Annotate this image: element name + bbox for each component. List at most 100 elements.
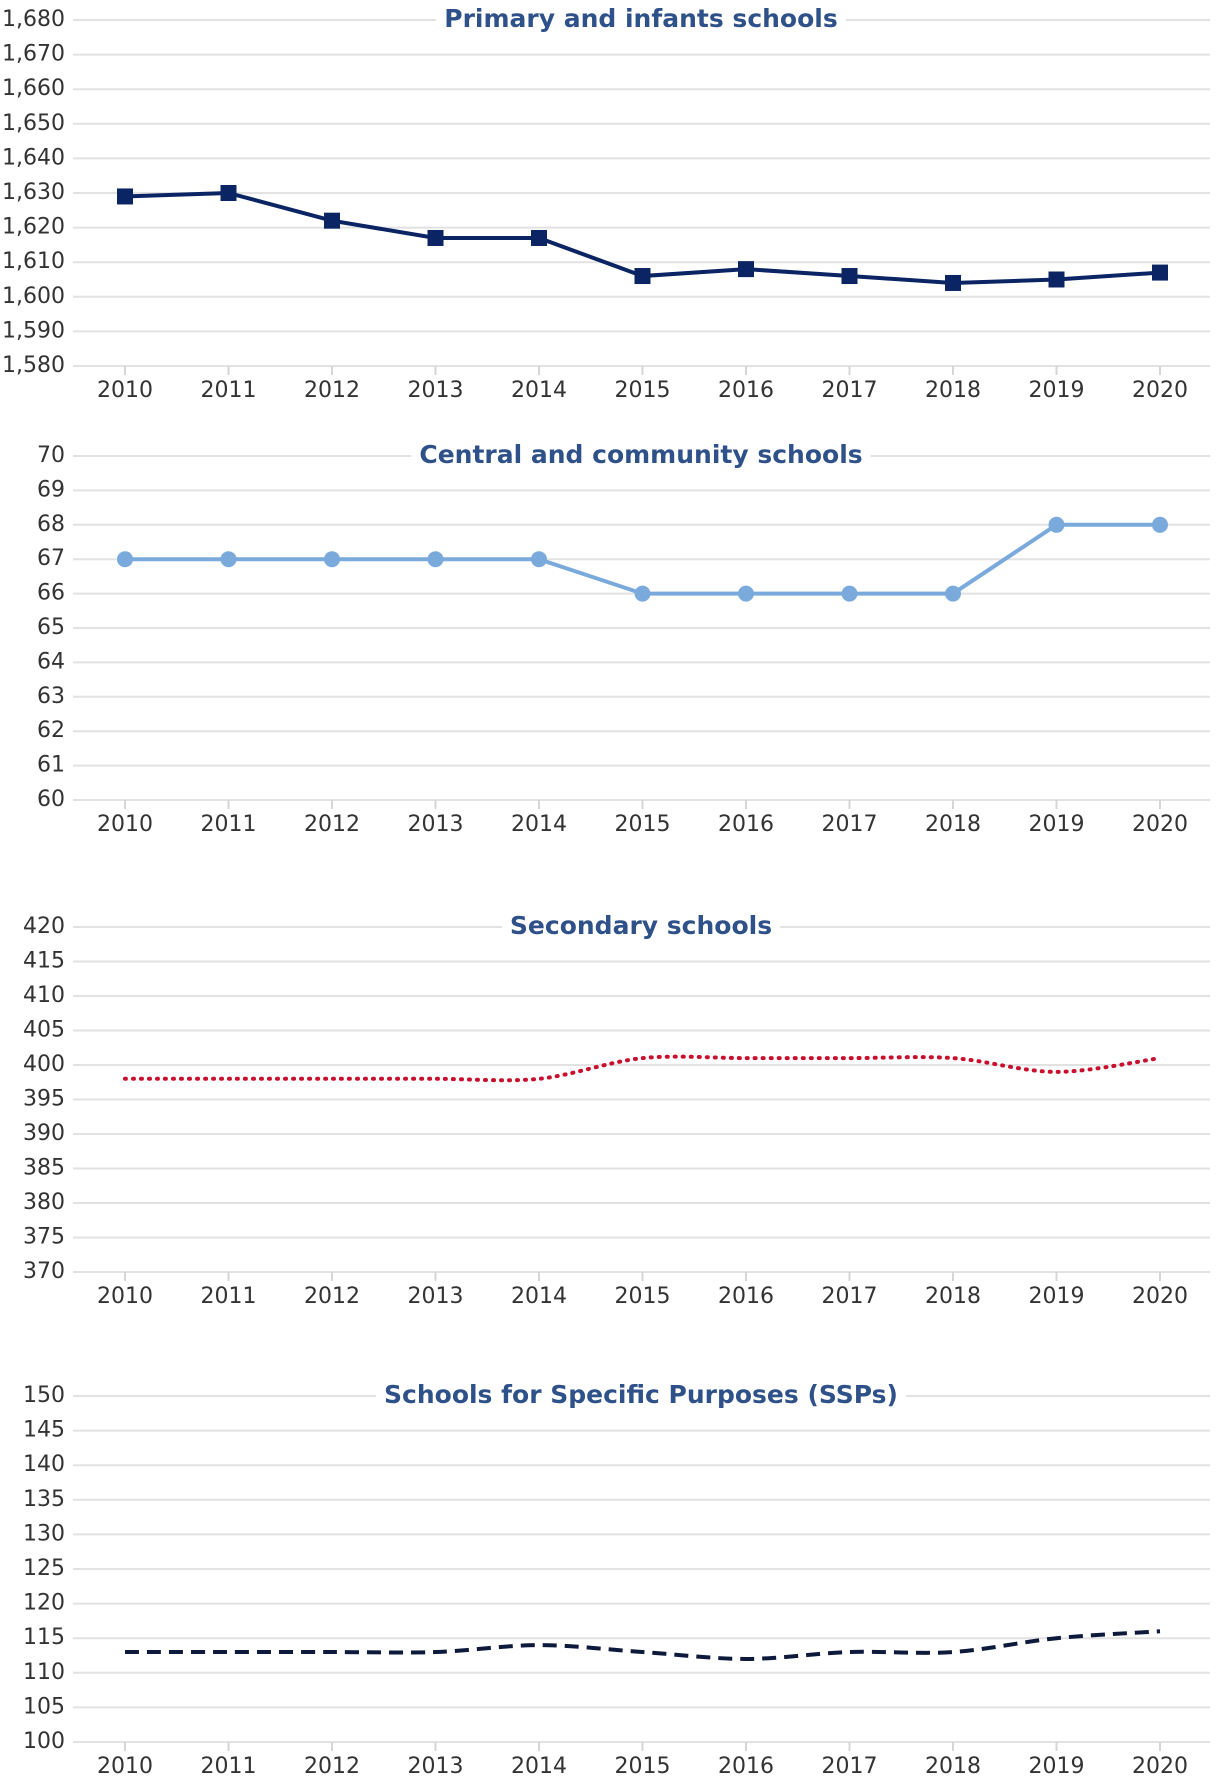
marker — [324, 212, 340, 229]
y-tick-label: 1,590 — [2, 318, 65, 343]
marker — [738, 261, 754, 278]
y-tick-label: 125 — [23, 1556, 65, 1581]
x-tick-label: 2012 — [304, 1754, 360, 1779]
x-tick-label: 2019 — [1029, 1754, 1085, 1779]
x-tick-label: 2020 — [1132, 1284, 1188, 1309]
y-tick-label: 120 — [23, 1591, 65, 1616]
y-tick-label: 1,670 — [2, 42, 65, 67]
chart-title: Primary and infants schools — [444, 4, 837, 33]
marker — [324, 551, 340, 568]
x-tick-label: 2020 — [1132, 1754, 1188, 1779]
x-tick-label: 2016 — [718, 1284, 774, 1309]
marker — [117, 188, 133, 205]
y-tick-label: 380 — [23, 1190, 65, 1215]
x-tick-label: 2018 — [925, 1284, 981, 1309]
y-tick-label: 61 — [37, 753, 65, 778]
x-tick-label: 2010 — [97, 1284, 153, 1309]
y-tick-label: 1,650 — [2, 111, 65, 136]
y-tick-label: 60 — [37, 787, 65, 812]
y-tick-label: 115 — [23, 1625, 65, 1650]
x-tick-label: 2017 — [822, 378, 878, 403]
marker — [427, 229, 444, 246]
x-tick-label: 2014 — [511, 1284, 567, 1309]
marker — [531, 551, 547, 568]
title-background — [411, 440, 871, 469]
y-tick-label: 405 — [23, 1018, 65, 1043]
chart: 60 61 62 63 64 65 66 67 68 69 70 2010 2011 2012 2013 20… — [37, 440, 1210, 837]
chart-title: Secondary schools — [510, 911, 772, 940]
marker — [945, 274, 961, 291]
y-tick-label: 69 — [37, 477, 65, 502]
x-tick-label: 2012 — [304, 378, 360, 403]
x-tick-label: 2012 — [304, 1284, 360, 1309]
x-tick-label: 2013 — [408, 1284, 464, 1309]
x-tick-label: 2010 — [97, 378, 153, 403]
y-tick-label: 130 — [23, 1521, 65, 1546]
x-tick-label: 2011 — [201, 1754, 257, 1779]
marker — [841, 268, 858, 285]
y-tick-label: 140 — [23, 1452, 65, 1477]
marker — [634, 585, 651, 602]
series-line — [125, 1629, 1161, 1661]
marker — [945, 585, 961, 602]
marker — [117, 551, 133, 568]
x-tick-label: 2013 — [408, 378, 464, 403]
y-tick-label: 63 — [37, 684, 65, 709]
x-tick-label: 2018 — [925, 812, 981, 837]
marker — [1152, 264, 1168, 281]
y-tick-label: 375 — [23, 1225, 65, 1250]
y-tick-label: 410 — [23, 983, 65, 1008]
x-tick-label: 2015 — [615, 1754, 671, 1779]
y-tick-label: 64 — [37, 649, 65, 674]
chart: 370 375 380 385 390 395 400 405 410 415 420 2010 201… — [23, 911, 1210, 1309]
y-tick-label: 66 — [37, 581, 65, 606]
y-tick-label: 395 — [23, 1087, 65, 1112]
y-tick-label: 1,610 — [2, 249, 65, 274]
x-tick-label: 2015 — [615, 812, 671, 837]
x-tick-label: 2015 — [615, 378, 671, 403]
chart-title: Schools for Specific Purposes (SSPs) — [384, 1380, 898, 1409]
y-tick-label: 100 — [23, 1729, 65, 1754]
x-tick-label: 2019 — [1029, 1284, 1085, 1309]
marker — [220, 185, 237, 201]
x-tick-label: 2016 — [718, 378, 774, 403]
x-tick-label: 2017 — [822, 1754, 878, 1779]
y-tick-label: 105 — [23, 1694, 65, 1719]
title-background — [436, 4, 846, 33]
y-tick-label: 385 — [23, 1156, 65, 1181]
chart: 100 105 110 115 120 125 130 135 140 145 150 2010 201… — [23, 1380, 1210, 1779]
x-tick-label: 2012 — [304, 812, 360, 837]
x-tick-label: 2011 — [201, 812, 257, 837]
y-tick-label: 415 — [23, 949, 65, 974]
x-tick-label: 2018 — [925, 378, 981, 403]
y-tick-label: 67 — [37, 546, 65, 571]
y-tick-label: 1,680 — [2, 7, 65, 32]
y-tick-label: 390 — [23, 1121, 65, 1146]
y-tick-label: 370 — [23, 1259, 65, 1284]
x-tick-label: 2016 — [718, 812, 774, 837]
marker — [634, 268, 651, 285]
title-background — [376, 1380, 906, 1409]
y-tick-label: 1,580 — [2, 353, 65, 378]
x-tick-label: 2014 — [511, 378, 567, 403]
marker — [531, 229, 547, 246]
y-tick-label: 145 — [23, 1418, 65, 1443]
chart: 1,580 1,590 1,600 1,610 1,620 1,630 1,640 1,650… — [2, 4, 1210, 403]
x-tick-label: 2010 — [97, 812, 153, 837]
y-tick-label: 1,630 — [2, 180, 65, 205]
marker — [427, 551, 444, 568]
series-line — [123, 1054, 1162, 1083]
y-tick-label: 110 — [23, 1660, 65, 1685]
y-tick-label: 135 — [23, 1487, 65, 1512]
title-background — [501, 911, 781, 940]
chart-title: Central and community schools — [419, 440, 862, 469]
y-tick-label: 1,660 — [2, 76, 65, 101]
x-tick-label: 2011 — [201, 378, 257, 403]
x-tick-label: 2013 — [408, 1754, 464, 1779]
x-tick-label: 2020 — [1132, 812, 1188, 837]
x-tick-label: 2015 — [615, 1284, 671, 1309]
x-tick-label: 2019 — [1029, 378, 1085, 403]
y-tick-label: 68 — [37, 512, 65, 537]
marker — [738, 585, 754, 602]
